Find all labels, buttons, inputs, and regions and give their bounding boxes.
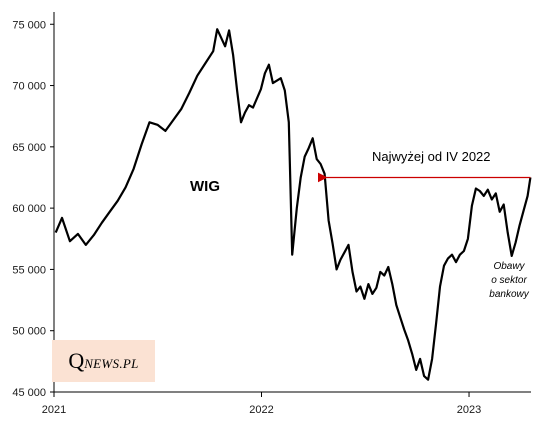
y-tick-label: 45 000 [12, 387, 46, 399]
y-tick-label: 75 000 [12, 19, 46, 31]
y-tick-label: 60 000 [12, 203, 46, 215]
logo-text: QNEWS.PL [68, 348, 138, 374]
x-axis: 2021 2022 2023 [42, 391, 531, 416]
note-line-3: bankowy [489, 289, 529, 300]
y-axis: 45 000 50 000 55 000 60 000 65 000 70 000 75 0… [12, 12, 55, 399]
note-line-2: o sektor [491, 275, 527, 286]
logo-q: Q [68, 348, 85, 373]
arrow-label: Najwyżej od IV 2022 [372, 149, 491, 164]
y-tick-label: 50 000 [12, 326, 46, 338]
x-tick-label: 2022 [249, 404, 273, 416]
y-tick-label: 65 000 [12, 142, 46, 154]
series-label-wig: WIG [190, 178, 220, 195]
x-tick-label: 2023 [457, 404, 481, 416]
x-tick-label: 2021 [42, 404, 66, 416]
note-line-1: Obawy [493, 261, 525, 272]
logo-rest: NEWS.PL [84, 356, 139, 371]
y-tick-label: 70 000 [12, 81, 46, 93]
y-tick-label: 55 000 [12, 264, 46, 276]
qnews-logo: QNEWS.PL [52, 340, 155, 382]
series-layer [54, 28, 532, 381]
series-line-wig [54, 28, 532, 381]
